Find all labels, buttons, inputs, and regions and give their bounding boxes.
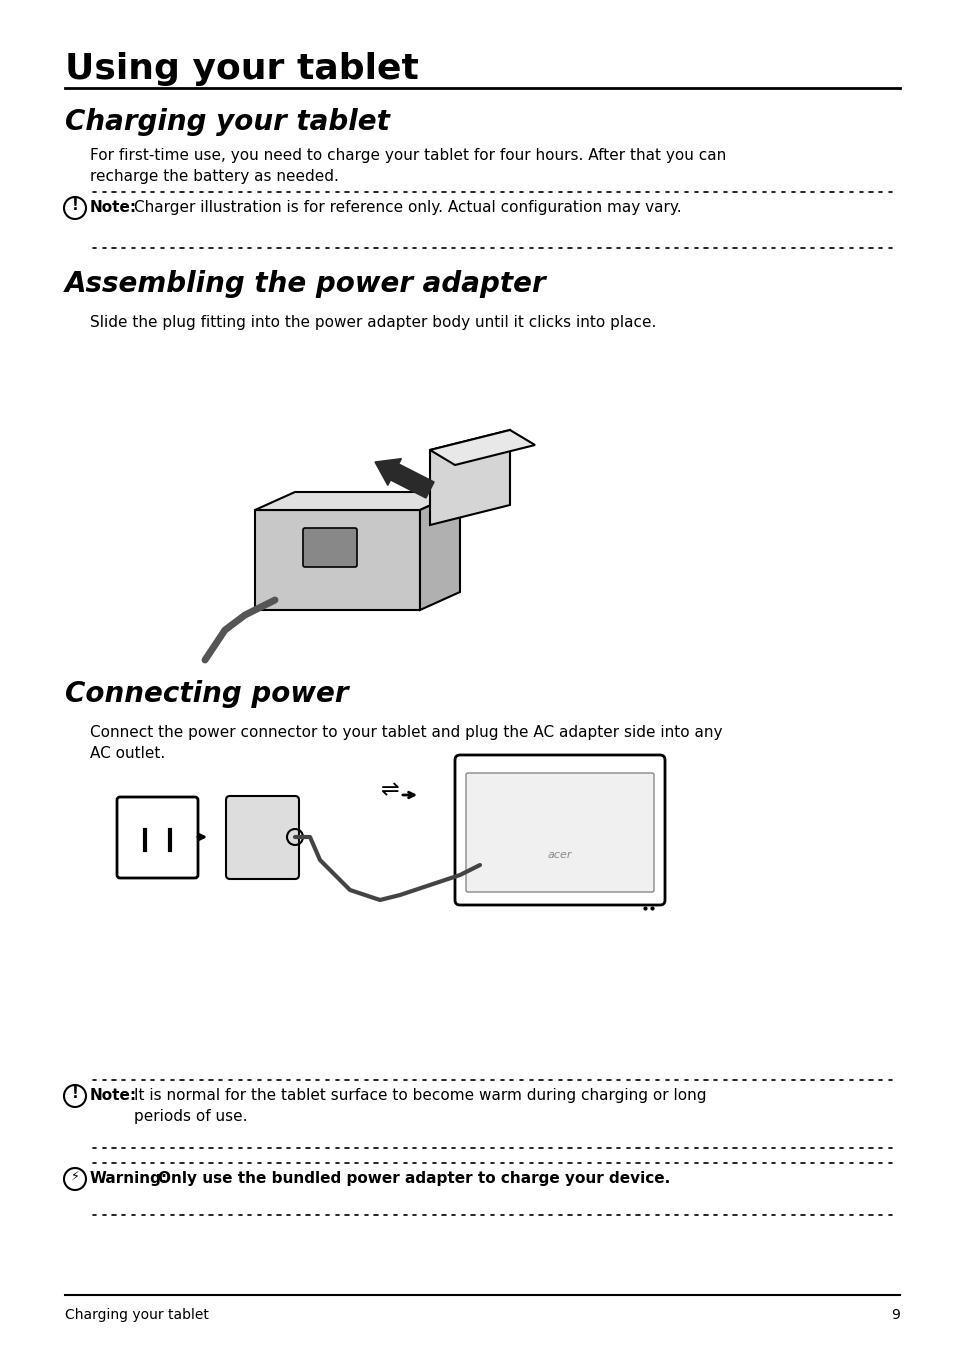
- Polygon shape: [430, 430, 535, 465]
- Text: Connect the power connector to your tablet and plug the AC adapter side into any: Connect the power connector to your tabl…: [90, 725, 721, 761]
- Polygon shape: [430, 430, 510, 525]
- Text: It is normal for the tablet surface to become warm during charging or long
perio: It is normal for the tablet surface to b…: [133, 1088, 706, 1124]
- Text: ⇌: ⇌: [380, 780, 399, 800]
- Text: Charger illustration is for reference only. Actual configuration may vary.: Charger illustration is for reference on…: [133, 200, 680, 215]
- FancyBboxPatch shape: [455, 754, 664, 904]
- Text: Connecting power: Connecting power: [65, 680, 348, 708]
- Polygon shape: [419, 492, 459, 610]
- FancyBboxPatch shape: [226, 796, 298, 879]
- Text: acer: acer: [547, 850, 572, 860]
- Text: Note:: Note:: [90, 1088, 137, 1103]
- Text: !: !: [71, 197, 78, 212]
- FancyBboxPatch shape: [117, 796, 198, 877]
- Polygon shape: [254, 492, 459, 510]
- Text: Assembling the power adapter: Assembling the power adapter: [65, 270, 546, 297]
- Text: Note:: Note:: [90, 200, 137, 215]
- FancyArrow shape: [375, 458, 434, 498]
- Text: ⚡: ⚡: [71, 1169, 79, 1183]
- Text: For first-time use, you need to charge your tablet for four hours. After that yo: For first-time use, you need to charge y…: [90, 147, 725, 184]
- Text: 9: 9: [890, 1307, 899, 1322]
- Text: Warning:: Warning:: [90, 1171, 168, 1186]
- Text: Charging your tablet: Charging your tablet: [65, 1307, 209, 1322]
- Text: Slide the plug fitting into the power adapter body until it clicks into place.: Slide the plug fitting into the power ad…: [90, 315, 656, 330]
- Text: Only use the bundled power adapter to charge your device.: Only use the bundled power adapter to ch…: [158, 1171, 670, 1186]
- Polygon shape: [254, 510, 419, 610]
- Text: !: !: [71, 1086, 78, 1101]
- FancyBboxPatch shape: [303, 529, 356, 566]
- FancyBboxPatch shape: [465, 773, 654, 892]
- Text: Charging your tablet: Charging your tablet: [65, 108, 390, 137]
- Text: Using your tablet: Using your tablet: [65, 51, 418, 87]
